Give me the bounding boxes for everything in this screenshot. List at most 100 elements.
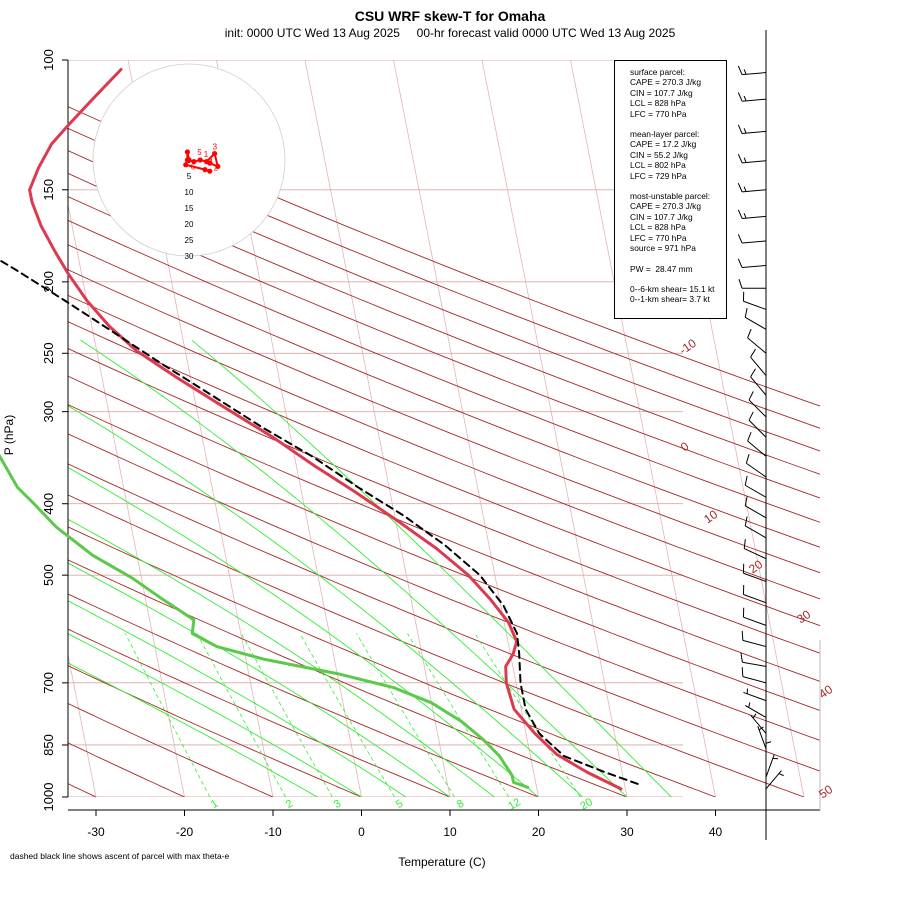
mixing-ratio-label: 1	[209, 798, 220, 811]
dewpoint-profile	[0, 453, 530, 789]
dry-adiabat	[68, 526, 716, 797]
dry-adiabat	[68, 559, 628, 797]
y-tick-label: 300	[41, 401, 56, 423]
dry-adiabat	[68, 703, 274, 797]
mixing-ratio-line	[196, 633, 286, 797]
mixing-ratio-label: 2	[284, 798, 295, 811]
stat-line: 0--1-km shear= 3.7 kt	[630, 294, 710, 305]
wind-barb-feather	[737, 209, 743, 219]
hodograph-km-label: 1	[204, 150, 209, 159]
wind-barb	[738, 279, 766, 289]
hodograph-ring-label: 25	[185, 236, 194, 245]
wind-barb-staff	[742, 676, 767, 684]
dry-adiabat	[68, 244, 820, 548]
wind-barb	[750, 713, 767, 734]
wind-barb-staff	[743, 594, 767, 604]
dry-adiabat	[68, 269, 820, 574]
isotherm-label: 30	[794, 607, 813, 626]
stat-line: mean-layer parcel:	[630, 129, 700, 140]
stat-line: PW = 28.47 mm	[630, 263, 693, 274]
wind-barb	[742, 607, 767, 626]
mixing-ratio-line	[299, 633, 395, 797]
wind-barb-feather	[747, 431, 752, 442]
wind-barb	[765, 770, 784, 790]
y-tick-label: 1000	[41, 783, 56, 812]
y-tick-label: 850	[41, 734, 56, 756]
stat-line: LCL = 802 hPa	[630, 160, 686, 171]
dry-adiabat	[68, 106, 820, 407]
shear-block: 0--6-km shear= 15.1 kt 0--1-km shear= 3.…	[630, 284, 722, 305]
wind-barb-feather	[744, 516, 748, 526]
mixing-ratio-label: 8	[455, 798, 466, 811]
wind-barb	[737, 182, 767, 193]
dry-adiabat	[68, 463, 820, 772]
dry-adiabat	[68, 593, 539, 797]
wind-barb-staff	[747, 337, 767, 354]
y-axis-label: P (hPa)	[2, 414, 16, 456]
wind-barb-half-feather	[743, 213, 747, 219]
wind-barb-half-feather	[743, 128, 747, 134]
wind-barb	[737, 92, 767, 102]
isotherm-label: 50	[816, 782, 835, 801]
hodograph-ring-label: 10	[185, 188, 194, 197]
mixing-ratio-label: 12	[506, 796, 523, 813]
wind-barb-staff	[743, 300, 767, 310]
parcel-stats-box: surface parcel: CAPE = 270.3 J/kg CIN = …	[614, 60, 727, 319]
isotherm-line	[393, 60, 539, 797]
wind-barb	[747, 328, 767, 354]
y-tick-label: 400	[41, 493, 56, 515]
dry-adiabat	[68, 742, 185, 797]
hodograph-point	[191, 159, 197, 165]
wind-barb-feather	[740, 652, 743, 663]
hodograph-point	[202, 167, 208, 173]
hodograph-point	[184, 149, 190, 155]
y-tick-label: 700	[41, 672, 56, 694]
precipitable-water-block: PW = 28.47 mm	[630, 264, 722, 274]
wind-barb	[750, 348, 767, 376]
wind-barb-feather	[737, 258, 743, 268]
stat-line: 0--6-km shear= 15.1 kt	[630, 283, 715, 294]
y-tick-label: 150	[41, 179, 56, 201]
wind-barb-feather	[737, 234, 743, 244]
isotherm-line	[481, 60, 628, 797]
dry-adiabat	[68, 375, 820, 682]
wind-barb	[737, 124, 767, 135]
hodograph-ring-label: 5	[187, 172, 192, 181]
stat-line: CIN = 107.7 J/kg	[630, 87, 693, 98]
wind-barb	[745, 454, 767, 478]
hodograph-km-label: 2	[214, 163, 219, 172]
hodograph-km-label: 5	[197, 148, 202, 157]
chart-subtitle: init: 0000 UTC Wed 13 Aug 2025 00-hr for…	[224, 26, 676, 40]
y-tick-label: 250	[41, 342, 56, 364]
wind-barb-feather	[741, 630, 744, 641]
wind-barb-feather	[744, 307, 748, 318]
x-tick-label: -10	[264, 825, 282, 839]
dry-adiabat	[68, 494, 805, 797]
wind-barb-staff	[746, 462, 767, 478]
wind-barb	[744, 475, 767, 498]
mixing-ratio-label: 5	[394, 798, 405, 811]
wind-barb	[744, 702, 767, 718]
wind-barb	[737, 153, 767, 164]
moist-adiabat	[68, 633, 362, 797]
stat-line: CIN = 107.7 J/kg	[630, 211, 693, 222]
wind-barb	[743, 688, 767, 702]
stat-line: surface parcel:	[630, 67, 685, 77]
stat-line: CAPE = 270.3 J/kg	[630, 201, 701, 212]
mixing-ratio-label: 20	[578, 796, 595, 813]
wind-barb	[744, 307, 767, 330]
wind-barb-feather	[741, 667, 744, 677]
wind-barb-feather	[745, 454, 750, 464]
x-tick-label: 10	[443, 825, 457, 839]
wind-barb-feather	[738, 279, 743, 289]
stat-line: LCL = 828 hPa	[630, 98, 686, 109]
hodograph-point	[197, 157, 203, 163]
wind-barb-staff	[765, 770, 782, 790]
parcel-profile	[0, 259, 639, 785]
wind-barb-half-feather	[765, 741, 772, 744]
dry-adiabat	[68, 196, 820, 499]
stat-line: LFC = 729 hPa	[630, 170, 687, 181]
hodograph-point	[212, 151, 218, 157]
wind-barb-staff	[743, 572, 767, 582]
wind-barb-staff	[748, 419, 767, 438]
